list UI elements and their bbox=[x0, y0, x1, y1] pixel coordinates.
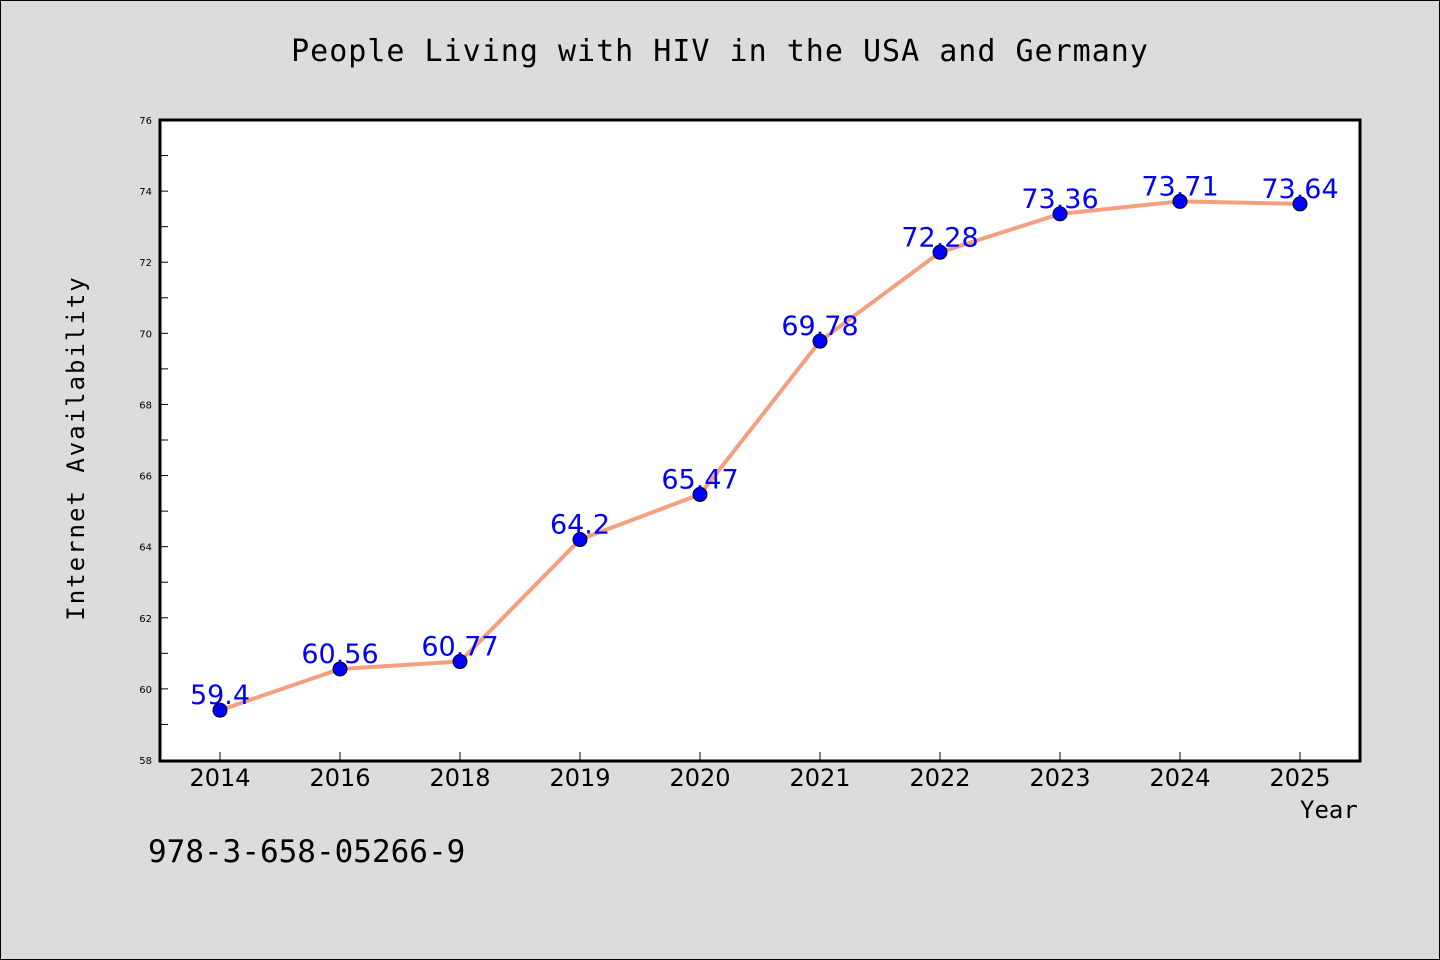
data-point bbox=[332, 661, 348, 677]
data-label: 65.47 bbox=[661, 464, 738, 495]
x-tick-label: 2019 bbox=[549, 764, 610, 792]
y-tick-label: 72 bbox=[139, 258, 152, 269]
y-tick-label: 58 bbox=[139, 756, 152, 767]
y-axis-label: Internet Availability bbox=[62, 275, 90, 621]
y-tick-label: 76 bbox=[139, 116, 152, 127]
data-point bbox=[692, 486, 708, 502]
x-tick-label: 2025 bbox=[1269, 764, 1330, 792]
data-point bbox=[1052, 206, 1068, 222]
data-point bbox=[452, 654, 468, 670]
data-label: 73.36 bbox=[1021, 184, 1098, 215]
series-line bbox=[219, 199, 1301, 713]
x-tick-label: 2021 bbox=[789, 764, 850, 792]
y-tick-label: 60 bbox=[139, 685, 152, 696]
data-label: 60.77 bbox=[421, 632, 498, 663]
data-label: 69.78 bbox=[781, 311, 858, 342]
y-axis: 58 60 62 64 66 68 70 72 74 76 bbox=[139, 116, 168, 767]
x-axis: 2014 2016 2018 2019 2020 2021 2022 2023 2024 2025 bbox=[189, 752, 1331, 792]
y-tick-label: 64 bbox=[139, 543, 152, 554]
plot-area bbox=[158, 118, 1362, 763]
x-tick-label: 2024 bbox=[1149, 764, 1210, 792]
series-markers bbox=[212, 193, 1308, 718]
x-axis-label: Year bbox=[1300, 796, 1358, 824]
data-label: 72.28 bbox=[901, 222, 978, 253]
data-point bbox=[812, 333, 828, 349]
chart-title: People Living with HIV in the USA and Ge… bbox=[291, 34, 1149, 69]
data-point bbox=[932, 244, 948, 260]
y-tick-label: 70 bbox=[139, 329, 152, 340]
x-tick-label: 2023 bbox=[1029, 764, 1090, 792]
data-point bbox=[1292, 196, 1308, 212]
x-tick-label: 2020 bbox=[669, 764, 730, 792]
data-label: 73.64 bbox=[1261, 174, 1338, 205]
data-point bbox=[572, 532, 588, 548]
data-label: 60.56 bbox=[301, 639, 378, 670]
y-tick-label: 66 bbox=[139, 472, 152, 483]
data-point bbox=[1172, 193, 1188, 209]
x-tick-label: 2022 bbox=[909, 764, 970, 792]
data-label: 59.4 bbox=[190, 680, 250, 711]
x-tick-label: 2014 bbox=[189, 764, 250, 792]
isbn-footnote: 978-3-658-05266-9 bbox=[148, 834, 466, 870]
data-label: 64.2 bbox=[550, 510, 610, 541]
data-label: 73.71 bbox=[1141, 171, 1218, 202]
x-tick-label: 2016 bbox=[309, 764, 370, 792]
y-tick-label: 74 bbox=[139, 187, 152, 198]
data-point bbox=[212, 702, 228, 718]
data-labels: 59.4 60.56 60.77 64.2 65.47 69.78 72.28 73.36 73… bbox=[190, 171, 1339, 711]
y-tick-label: 68 bbox=[139, 400, 152, 411]
x-tick-label: 2018 bbox=[429, 764, 490, 792]
y-tick-label: 62 bbox=[139, 614, 152, 625]
